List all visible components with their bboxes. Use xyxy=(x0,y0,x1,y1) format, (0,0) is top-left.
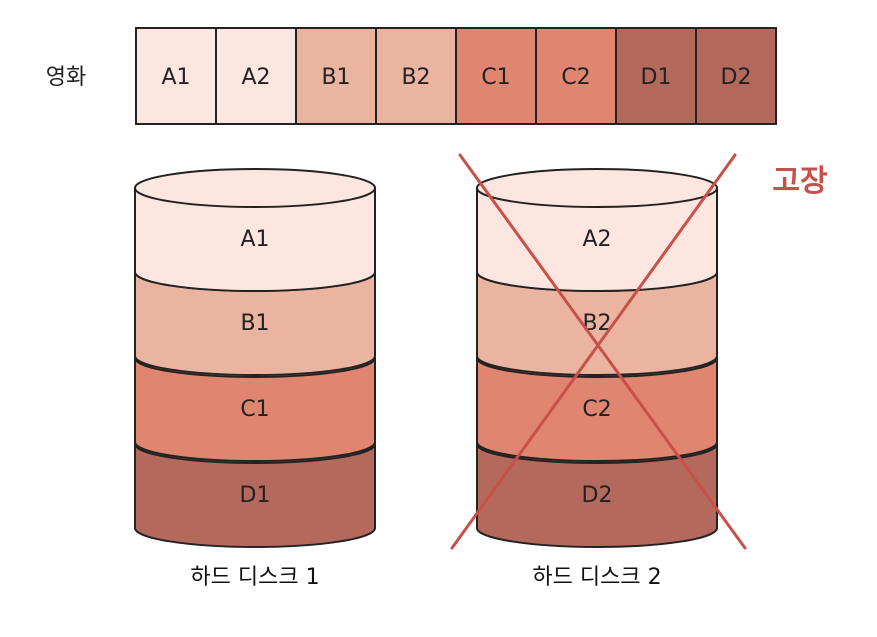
disk1-block-label: B1 xyxy=(240,311,269,336)
disk1-block-label: C1 xyxy=(240,397,269,422)
hard-disk-1: D1 C1 B1 A1 xyxy=(134,168,376,548)
failure-label: 고장 xyxy=(772,164,828,199)
hard-disk-1-caption: 하드 디스크 1 xyxy=(190,565,319,590)
movie-segment-label: B2 xyxy=(401,65,430,90)
disk2-block-b2 xyxy=(476,271,718,376)
disk1-block-top xyxy=(134,168,376,208)
disk2-block-label: D2 xyxy=(582,483,613,508)
disk2-block-c2 xyxy=(476,357,718,462)
disk2-block-d2 xyxy=(476,443,718,548)
disk2-block-label: A2 xyxy=(582,227,611,252)
movie-segment-b1 xyxy=(295,27,377,125)
disk1-block-label: D1 xyxy=(240,483,271,508)
movie-strip: A1 A2 B1 B2 C1 C2 D1 D2 xyxy=(135,27,777,125)
movie-segment-label: D1 xyxy=(641,65,672,90)
disk1-block-label: A1 xyxy=(240,227,269,252)
movie-segment-a2 xyxy=(215,27,297,125)
movie-segment-c1 xyxy=(455,27,537,125)
movie-segment-label: B1 xyxy=(321,65,350,90)
movie-segment-label: D2 xyxy=(721,65,752,90)
movie-segment-label: C2 xyxy=(561,65,590,90)
disk2-block-label: C2 xyxy=(582,397,611,422)
disk1-block-b1 xyxy=(134,271,376,376)
failure-cross-line-1 xyxy=(458,153,747,550)
movie-segment-a1 xyxy=(135,27,217,125)
movie-label: 영화 xyxy=(46,65,86,90)
failure-cross-line-2 xyxy=(450,153,737,550)
movie-segment-label: A1 xyxy=(161,65,190,90)
disk1-block-d1 xyxy=(134,443,376,548)
disk1-block-c1 xyxy=(134,357,376,462)
movie-segment-d1 xyxy=(615,27,697,125)
movie-segment-label: A2 xyxy=(241,65,270,90)
movie-segment-d2 xyxy=(695,27,777,125)
movie-segment-c2 xyxy=(535,27,617,125)
disk1-block-a1 xyxy=(134,187,376,292)
disk2-block-top xyxy=(476,168,718,208)
movie-segment-label: C1 xyxy=(481,65,510,90)
hard-disk-2-caption: 하드 디스크 2 xyxy=(532,565,661,590)
